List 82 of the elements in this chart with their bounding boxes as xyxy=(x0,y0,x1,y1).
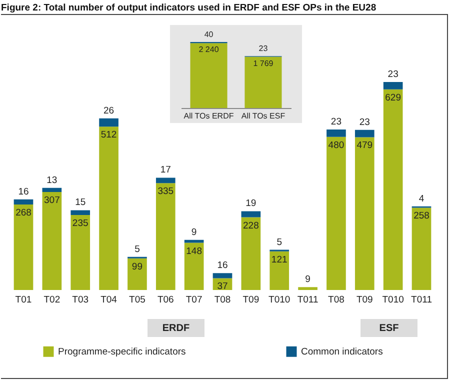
text: ERDF xyxy=(162,323,190,334)
bar xyxy=(156,178,176,184)
data-label: 23 xyxy=(330,116,342,128)
bar xyxy=(184,240,204,243)
data-label: 121 xyxy=(271,254,288,266)
data-label: 37 xyxy=(217,281,228,292)
data-label: 258 xyxy=(414,210,430,222)
x-tick-label: T010 xyxy=(382,294,404,306)
x-tick-label: T03 xyxy=(72,294,89,306)
data-label: 480 xyxy=(328,140,344,151)
data-label: 9 xyxy=(305,274,310,286)
bar xyxy=(412,208,432,290)
x-tick-label: T08 xyxy=(214,294,231,306)
bar xyxy=(383,82,403,90)
data-label: 99 xyxy=(132,261,143,272)
bar xyxy=(326,136,346,290)
data-label: 9 xyxy=(191,226,197,238)
data-label: 148 xyxy=(186,246,202,257)
bar xyxy=(190,43,228,108)
x-tick-label: T010 xyxy=(268,294,290,306)
data-label: 307 xyxy=(44,195,60,206)
bar xyxy=(241,211,261,218)
data-label: 228 xyxy=(243,220,259,232)
data-label: 335 xyxy=(158,186,174,198)
data-label: 629 xyxy=(385,92,401,104)
bar xyxy=(270,251,290,290)
bar xyxy=(70,215,90,290)
data-label: 40 xyxy=(204,30,214,39)
data-label: 4 xyxy=(418,193,424,204)
data-label: 19 xyxy=(246,198,256,210)
bar xyxy=(99,126,118,290)
data-label: 268 xyxy=(16,208,32,219)
text: ESF xyxy=(379,323,399,334)
x-tick-label: All TOs ESF xyxy=(241,112,286,120)
bar xyxy=(244,56,282,108)
x-tick-label: T08 xyxy=(328,294,344,306)
bar xyxy=(156,183,176,290)
x-tick-label: T04 xyxy=(100,294,117,306)
bar xyxy=(354,130,374,138)
x-tick-label: T09 xyxy=(356,294,373,306)
bar xyxy=(128,258,147,290)
data-label: 16 xyxy=(18,186,29,198)
x-tick-label: All TOs ERDF xyxy=(184,112,234,120)
data-label: 13 xyxy=(46,174,58,186)
bar xyxy=(14,204,34,290)
chart-title: Figure 2: Total number of output indicators used in ERDF and ESF OPs in the EU28 xyxy=(1,2,376,14)
data-label: 23 xyxy=(359,116,370,128)
data-label: 16 xyxy=(217,260,228,272)
bar xyxy=(70,210,90,216)
data-label: 23 xyxy=(258,44,268,54)
bar xyxy=(298,287,318,290)
data-label: 5 xyxy=(276,236,282,248)
data-label: 2 240 xyxy=(198,45,220,54)
x-tick-label: T07 xyxy=(186,294,202,306)
x-tick-label: T011 xyxy=(411,294,432,306)
data-label: 26 xyxy=(103,105,114,116)
data-label: 23 xyxy=(388,69,398,80)
x-tick-label: T02 xyxy=(44,294,60,306)
bar xyxy=(212,273,232,278)
data-label: 235 xyxy=(72,218,88,230)
x-tick-label: T011 xyxy=(297,294,318,306)
bar xyxy=(99,118,118,127)
data-label: 5 xyxy=(134,244,140,255)
bar xyxy=(354,137,374,290)
bar xyxy=(42,192,62,290)
data-label: 1 769 xyxy=(253,58,274,68)
x-tick-label: T01 xyxy=(15,294,32,306)
legend-label: Programme-specific indicators xyxy=(58,346,186,358)
bar xyxy=(42,188,62,192)
data-label: 479 xyxy=(356,140,373,152)
bar xyxy=(14,199,34,205)
bar xyxy=(184,242,204,290)
x-tick-label: T05 xyxy=(129,294,146,306)
bar xyxy=(241,217,261,290)
bar xyxy=(326,130,346,137)
data-label: 15 xyxy=(75,197,86,208)
x-tick-label: T09 xyxy=(242,294,260,306)
data-label: 512 xyxy=(100,130,117,141)
x-tick-label: T06 xyxy=(157,294,174,306)
data-label: 17 xyxy=(160,164,171,176)
bar xyxy=(383,89,403,290)
legend-label: Common indicators xyxy=(301,346,384,358)
